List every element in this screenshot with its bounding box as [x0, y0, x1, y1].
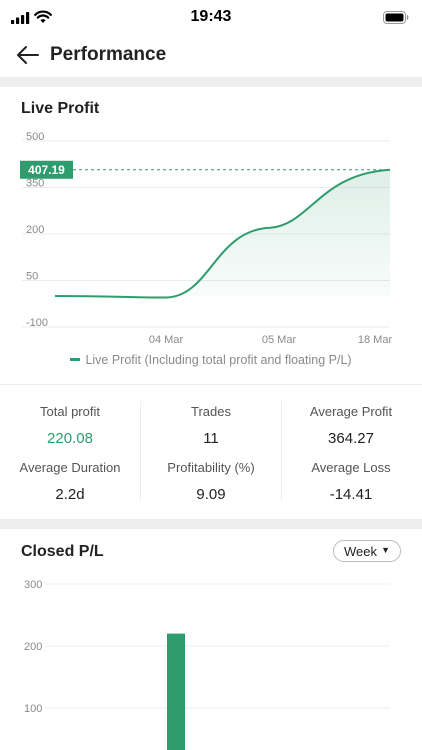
stat-value: -14.41: [329, 486, 373, 503]
section-divider: [0, 77, 422, 87]
stat-total-profit: Total profit 220.08: [0, 404, 140, 447]
current-value-label: 407.19: [28, 163, 65, 177]
stat-label: Average Profit: [309, 404, 393, 419]
caret-down-icon: ▼: [381, 545, 390, 555]
x-tick-label: 05 Mar: [262, 334, 297, 346]
live-profit-area: [55, 169, 390, 298]
column-separator: [140, 401, 141, 501]
stat-label: Total profit: [40, 404, 100, 419]
current-value-badge: 407.19: [20, 160, 73, 179]
battery-icon: [383, 11, 409, 24]
y-tick-label: 200: [24, 641, 42, 653]
stat-profitability: Profitability (%) 9.09: [141, 460, 281, 503]
stat-label: Average Duration: [19, 460, 121, 475]
period-dropdown[interactable]: Week ▼: [333, 540, 401, 562]
period-dropdown-label: Week: [344, 544, 377, 559]
y-tick-label: 300: [24, 579, 42, 591]
stat-label: Trades: [191, 404, 231, 419]
y-tick-label: 200: [26, 224, 44, 236]
wifi-icon: [34, 10, 52, 23]
live-profit-title: Live Profit: [21, 100, 100, 117]
live-profit-chart: 500 350 200 50 -100 04 Mar 05 Mar 18 Mar 407.1…: [20, 131, 393, 346]
x-tick-label: 18 Mar: [358, 334, 393, 346]
stat-label: Average Loss: [311, 460, 391, 475]
y-tick-label: 350: [26, 178, 44, 190]
y-tick-label: 50: [26, 271, 38, 283]
page-title: Performance: [50, 44, 167, 65]
arrow-left-icon[interactable]: [15, 42, 41, 68]
stat-value: 2.2d: [55, 486, 85, 503]
divider-line: [0, 384, 422, 385]
stat-value: 220.08: [47, 430, 93, 447]
legend-label: Live Profit (Including total profit and …: [85, 353, 352, 367]
status-bar: 19:43: [0, 0, 422, 34]
column-separator: [281, 401, 282, 501]
stat-value: 364.27: [328, 430, 374, 447]
x-tick-label: 04 Mar: [149, 334, 184, 346]
stat-trades: Trades 11: [141, 404, 281, 447]
y-tick-label: 100: [24, 703, 42, 715]
stats-grid: Total profit 220.08 Trades 11 Average Pr…: [0, 395, 422, 507]
stat-average-loss: Average Loss -14.41: [281, 460, 421, 503]
section-divider: [0, 519, 422, 529]
closed-pl-title: Closed P/L: [21, 543, 104, 560]
stat-average-duration: Average Duration 2.2d: [0, 460, 140, 503]
y-tick-label: 500: [26, 131, 44, 143]
stat-value: 9.09: [196, 486, 226, 503]
stat-average-profit: Average Profit 364.27: [281, 404, 421, 447]
y-tick-label: -100: [26, 317, 48, 329]
closed-pl-bar: [167, 633, 185, 750]
live-profit-legend: Live Profit (Including total profit and …: [0, 353, 422, 367]
legend-swatch: [70, 358, 81, 362]
header: Performance: [0, 34, 422, 76]
stat-value: 11: [203, 430, 219, 447]
status-time: 19:43: [190, 8, 232, 25]
stat-label: Profitability (%): [167, 460, 255, 475]
signal-icon: [11, 12, 30, 24]
live-profit-line: [54, 168, 391, 299]
